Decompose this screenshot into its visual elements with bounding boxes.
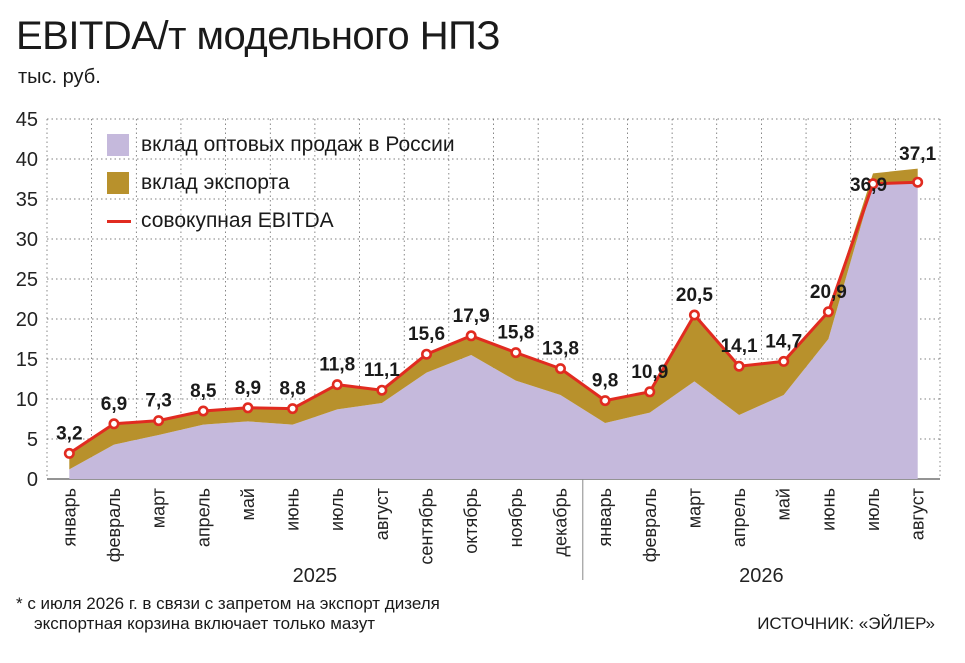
data-label: 15,6 <box>408 324 445 345</box>
data-point <box>421 348 433 360</box>
data-label: 15,8 <box>497 323 534 344</box>
data-label: 8,8 <box>279 379 305 400</box>
data-label: 11,1 <box>364 360 400 381</box>
data-point <box>644 386 656 398</box>
x-tick-label: декабрь <box>550 488 570 557</box>
data-label: 7,3 <box>145 391 171 412</box>
chart-title: EBITDA/т модельного НПЗ <box>16 14 501 58</box>
x-tick-label: июнь <box>818 488 838 531</box>
x-tick-label: ноябрь <box>506 488 526 547</box>
data-point <box>912 176 924 188</box>
x-tick-label: август <box>372 488 392 540</box>
x-tick-label: март <box>684 488 704 528</box>
data-label: 3,2 <box>56 423 82 444</box>
data-label: 20,9 <box>810 282 847 303</box>
data-label: 37,1 <box>899 144 936 165</box>
y-tick-label: 10 <box>16 389 38 411</box>
chart-unit: тыс. руб. <box>18 66 101 88</box>
y-tick-label: 5 <box>27 429 38 451</box>
data-point <box>331 379 343 391</box>
data-label: 14,7 <box>765 331 802 352</box>
x-tick-label: май <box>774 488 794 520</box>
y-tick-label: 45 <box>16 109 38 131</box>
data-point <box>242 402 254 414</box>
y-tick-label: 15 <box>16 349 38 371</box>
x-tick-label: январь <box>595 488 615 546</box>
data-label: 17,9 <box>453 306 490 327</box>
x-tick-label: апрель <box>193 488 213 547</box>
x-tick-label: июль <box>863 488 883 531</box>
data-label: 14,1 <box>721 336 758 357</box>
data-point <box>108 418 120 430</box>
year-label: 2025 <box>293 565 338 587</box>
data-point <box>867 178 879 190</box>
area-domestic <box>69 183 918 480</box>
y-tick-label: 0 <box>27 469 38 491</box>
legend-label-export: вклад экспорта <box>141 171 290 194</box>
x-tick-label: февраль <box>104 488 124 562</box>
x-tick-label: январь <box>59 488 79 546</box>
y-tick-label: 30 <box>16 229 38 251</box>
data-point <box>197 405 209 417</box>
data-label: 11,8 <box>319 355 355 376</box>
footnote-line-2: экспортная корзина включает только мазут <box>34 614 376 633</box>
data-point <box>465 330 477 342</box>
data-point <box>778 355 790 367</box>
data-label: 13,8 <box>542 339 579 360</box>
data-point <box>63 447 75 459</box>
data-point <box>510 347 522 359</box>
line-ebitda <box>68 180 918 455</box>
data-point <box>822 306 834 318</box>
legend-swatch-domestic <box>107 134 129 156</box>
x-tick-label: февраль <box>640 488 660 562</box>
data-point <box>554 363 566 375</box>
legend-item-domestic: вклад оптовых продаж в России <box>107 126 455 164</box>
data-point <box>733 360 745 372</box>
legend-item-ebitda: совокупная EBITDA <box>107 202 455 240</box>
footnote: * с июля 2026 г. в связи с запретом на э… <box>16 594 440 634</box>
y-tick-label: 35 <box>16 189 38 211</box>
legend-swatch-export <box>107 172 129 194</box>
legend-item-export: вклад экспорта <box>107 164 455 202</box>
data-label: 6,9 <box>101 394 127 415</box>
x-tick-label: апрель <box>729 488 749 547</box>
data-label: 8,5 <box>190 381 217 402</box>
x-tick-label: август <box>908 488 928 540</box>
x-tick-label: май <box>238 488 258 520</box>
data-label: 10,9 <box>631 362 668 383</box>
legend-swatch-ebitda <box>107 219 131 223</box>
data-label: 36,9 <box>850 175 887 196</box>
data-point <box>153 415 165 427</box>
y-tick-label: 20 <box>16 309 38 331</box>
data-point <box>688 309 700 321</box>
data-point <box>376 384 388 396</box>
data-point <box>287 403 299 415</box>
footnote-line-1: * с июля 2026 г. в связи с запретом на э… <box>16 594 440 613</box>
x-tick-label: июль <box>327 488 347 531</box>
data-label: 9,8 <box>592 371 618 392</box>
x-tick-label: октябрь <box>461 488 481 554</box>
year-label: 2026 <box>739 565 784 587</box>
x-tick-label: июнь <box>283 488 303 531</box>
data-point <box>599 395 611 407</box>
data-label: 8,9 <box>235 378 261 399</box>
data-label: 20,5 <box>676 285 713 306</box>
source-note: ИСТОЧНИК: «ЭЙЛЕР» <box>757 614 935 633</box>
x-tick-label: март <box>149 488 169 528</box>
y-tick-label: 25 <box>16 269 38 291</box>
y-tick-label: 40 <box>16 149 38 171</box>
legend-label-ebitda: совокупная EBITDA <box>141 209 334 232</box>
chart-legend: вклад оптовых продаж в России вклад эксп… <box>107 126 455 240</box>
legend-label-domestic: вклад оптовых продаж в России <box>141 133 455 156</box>
x-tick-label: сентябрь <box>417 488 437 565</box>
